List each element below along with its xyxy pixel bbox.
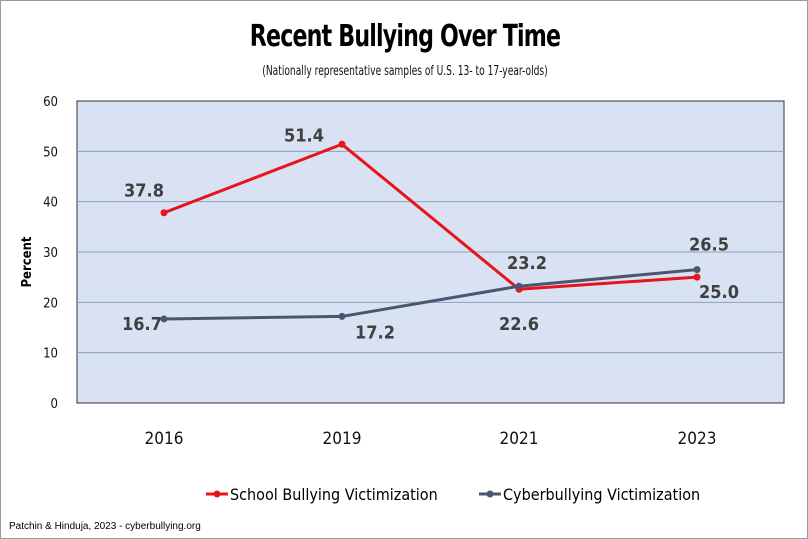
y-axis-label: Percent <box>20 236 35 287</box>
data-label: 37.8 <box>124 181 164 202</box>
data-point <box>693 273 701 281</box>
data-point <box>515 282 523 290</box>
data-point <box>160 209 168 217</box>
x-tick-label: 2016 <box>145 429 184 449</box>
data-point <box>693 266 701 274</box>
legend-label: School Bullying Victimization <box>230 485 438 504</box>
data-label: 25.0 <box>699 282 739 303</box>
y-tick-label: 0 <box>51 397 58 412</box>
gridlines <box>77 150 784 354</box>
series-line-cyberbullying <box>163 268 698 321</box>
data-point <box>160 315 168 323</box>
y-tick-label: 40 <box>43 196 58 211</box>
y-tick-label: 10 <box>43 347 58 362</box>
series-line-school-bullying <box>163 142 698 291</box>
y-tick-label: 30 <box>43 246 58 261</box>
x-tick-label: 2019 <box>323 429 362 449</box>
y-tick-label: 50 <box>43 145 58 160</box>
source-credit: Patchin & Hinduja, 2023 - cyberbullying.… <box>9 521 201 532</box>
legend-label: Cyberbullying Victimization <box>503 485 700 504</box>
data-label: 22.6 <box>499 314 539 335</box>
chart-subtitle: (Nationally representative samples of U.… <box>262 64 548 79</box>
data-label: 51.4 <box>284 125 324 146</box>
legend: School Bullying Victimization Cyberbullyi… <box>206 485 700 504</box>
data-point <box>338 140 346 148</box>
y-tick-label: 20 <box>43 296 58 311</box>
data-label: 23.2 <box>507 253 547 274</box>
legend-marker <box>486 490 494 498</box>
x-tick-label: 2023 <box>678 429 717 449</box>
y-tick-label: 60 <box>43 95 58 110</box>
data-label: 26.5 <box>689 235 729 256</box>
x-tick-label: 2021 <box>500 429 539 449</box>
series-layer: 37.8 51.4 22.6 25.0 16.7 17.2 23.2 26.5 <box>122 125 739 343</box>
data-point <box>338 312 346 320</box>
x-axis-ticks: 2016 2019 2021 2023 <box>145 429 717 449</box>
data-label: 17.2 <box>355 322 395 343</box>
legend-marker <box>213 490 221 498</box>
chart-title: Recent Bullying Over Time <box>249 19 561 54</box>
data-label: 16.7 <box>122 314 162 335</box>
y-axis-ticks: 0 10 20 30 40 50 60 <box>43 95 58 412</box>
